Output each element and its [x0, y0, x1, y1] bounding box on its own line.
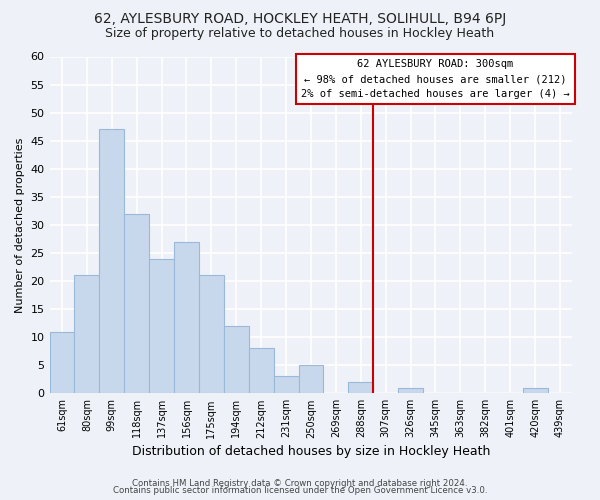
Y-axis label: Number of detached properties: Number of detached properties	[15, 137, 25, 312]
Bar	[50, 332, 74, 394]
Bar	[149, 258, 174, 394]
Text: Contains public sector information licensed under the Open Government Licence v3: Contains public sector information licen…	[113, 486, 487, 495]
Bar	[100, 130, 124, 394]
X-axis label: Distribution of detached houses by size in Hockley Heath: Distribution of detached houses by size …	[132, 444, 490, 458]
Bar	[124, 214, 149, 394]
Bar	[523, 388, 548, 394]
Bar	[174, 242, 199, 394]
Text: Size of property relative to detached houses in Hockley Heath: Size of property relative to detached ho…	[106, 28, 494, 40]
Bar	[274, 376, 299, 394]
Text: 62, AYLESBURY ROAD, HOCKLEY HEATH, SOLIHULL, B94 6PJ: 62, AYLESBURY ROAD, HOCKLEY HEATH, SOLIH…	[94, 12, 506, 26]
Bar	[299, 366, 323, 394]
Bar	[74, 276, 100, 394]
Bar	[224, 326, 249, 394]
Text: 62 AYLESBURY ROAD: 300sqm
← 98% of detached houses are smaller (212)
2% of semi-: 62 AYLESBURY ROAD: 300sqm ← 98% of detac…	[301, 60, 570, 99]
Text: Contains HM Land Registry data © Crown copyright and database right 2024.: Contains HM Land Registry data © Crown c…	[132, 478, 468, 488]
Bar	[349, 382, 373, 394]
Bar	[249, 348, 274, 394]
Bar	[199, 276, 224, 394]
Bar	[398, 388, 423, 394]
